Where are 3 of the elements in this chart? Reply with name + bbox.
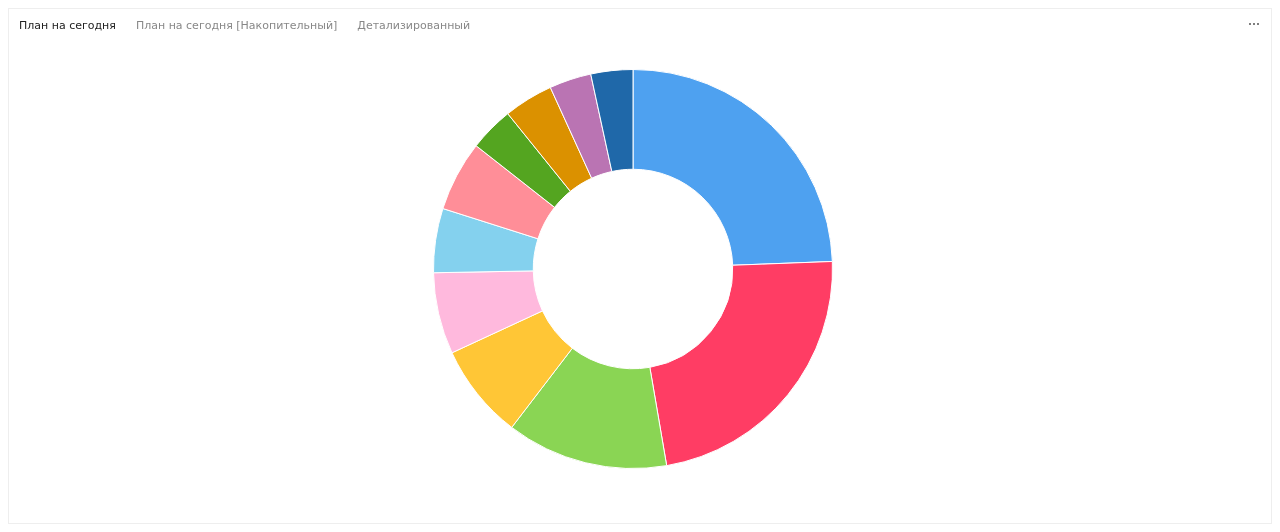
text: План на сегодня bbox=[19, 19, 116, 32]
text: План на сегодня [Накопительный] bbox=[135, 19, 338, 32]
text: Детализированный bbox=[357, 19, 471, 32]
